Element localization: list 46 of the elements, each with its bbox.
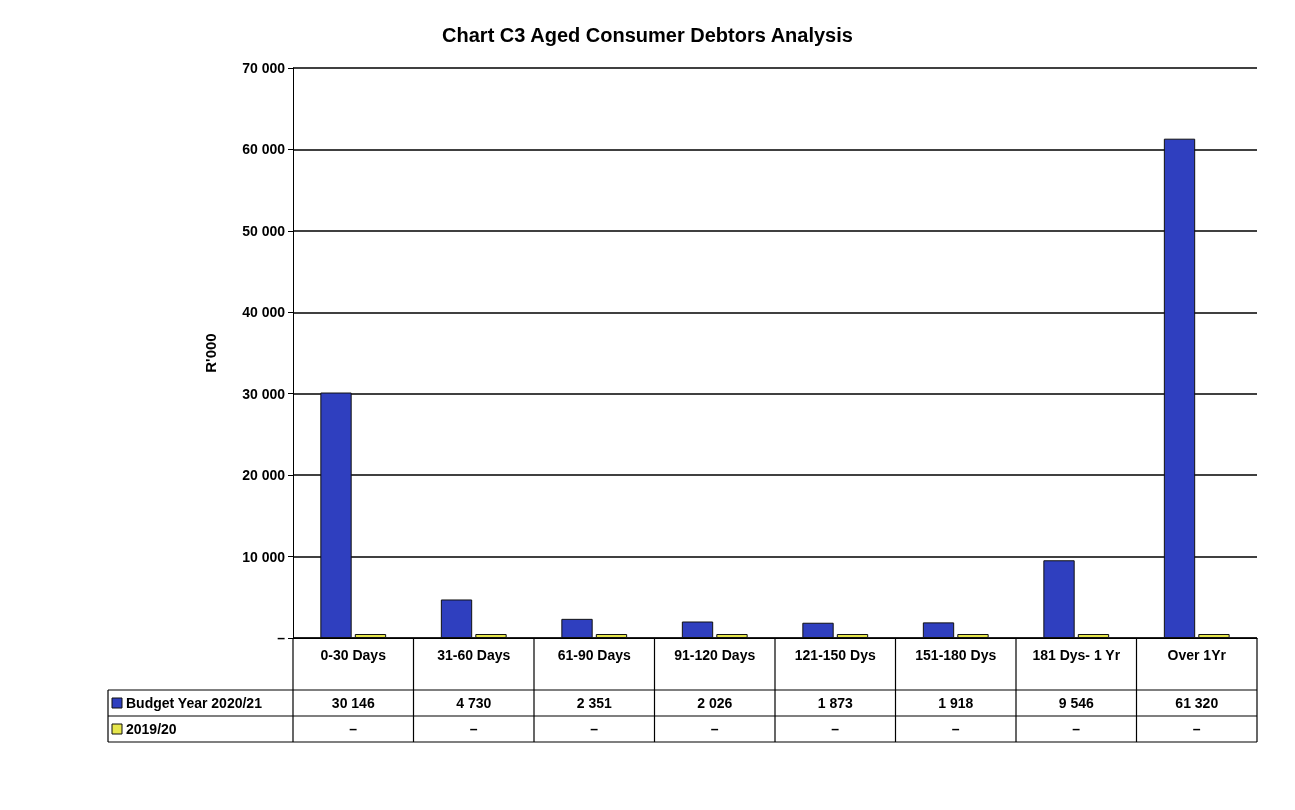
bar <box>354 634 387 638</box>
data-label: 1 918 <box>938 695 974 711</box>
bar <box>716 634 748 638</box>
data-label: – <box>469 721 478 737</box>
bar <box>1077 634 1110 638</box>
y-tick-label: 50 000 <box>242 222 286 239</box>
x-tick-label: 181 Dys- 1 Yr <box>1032 647 1121 663</box>
chart-title: Chart C3 Aged Consumer Debtors Analysis <box>442 24 853 46</box>
bar <box>595 634 628 638</box>
legend-label: 2019/20 <box>126 721 177 737</box>
x-tick-label: 121-150 Dys <box>794 647 876 663</box>
y-tick-label: 70 000 <box>242 60 286 76</box>
y-axis-title: R'000 <box>202 333 219 373</box>
data-label: – <box>590 721 599 737</box>
data-label: 61 320 <box>1175 695 1219 711</box>
y-tick-label: 60 000 <box>242 141 286 158</box>
y-tick-label: 40 000 <box>242 304 286 321</box>
bar <box>957 634 989 638</box>
bar <box>320 392 352 638</box>
data-label: – <box>1072 721 1081 737</box>
x-tick-label: 91-120 Days <box>674 647 756 663</box>
x-tick-label: Over 1Yr <box>1167 647 1227 663</box>
y-tick-label: – <box>277 630 286 646</box>
data-label: 9 546 <box>1058 695 1094 711</box>
bar <box>1163 138 1196 638</box>
x-tick-label: 151-180 Dys <box>915 647 997 663</box>
data-label: – <box>349 721 358 737</box>
data-label: 1 873 <box>817 695 853 711</box>
legend-label: Budget Year 2020/21 <box>126 695 263 711</box>
bar <box>475 634 507 638</box>
bar <box>836 634 869 638</box>
y-tick-label: 20 000 <box>242 467 286 484</box>
bar <box>1198 634 1230 638</box>
data-label: – <box>1192 721 1201 737</box>
data-label: – <box>951 721 960 737</box>
data-label: – <box>710 721 719 737</box>
x-tick-label: 61-90 Days <box>557 647 632 663</box>
x-tick-label: 31-60 Days <box>437 647 511 663</box>
x-tick-label: 0-30 Days <box>320 647 387 663</box>
y-tick-label: 10 000 <box>242 548 286 565</box>
data-label: – <box>831 721 840 737</box>
data-label: 2 026 <box>697 695 733 711</box>
data-label: 4 730 <box>456 695 492 711</box>
data-label: 30 146 <box>331 695 375 711</box>
data-label: 2 351 <box>576 695 612 711</box>
y-tick-label: 30 000 <box>242 385 286 402</box>
